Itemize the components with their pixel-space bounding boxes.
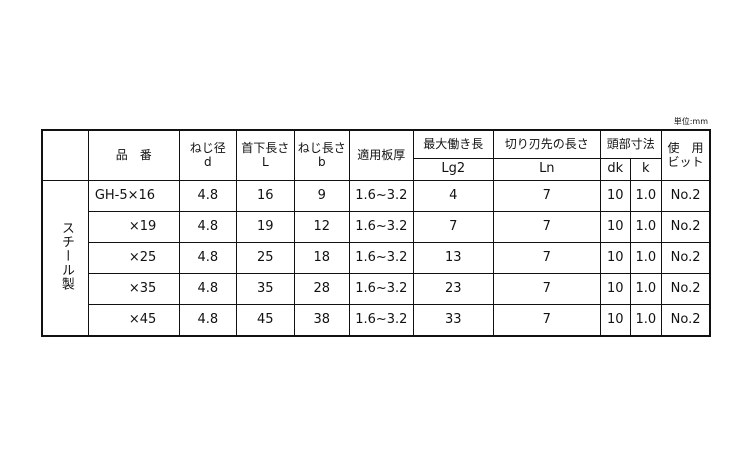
cell-plate: 1.6~3.2	[348, 304, 414, 337]
cell-d: 4.8	[178, 180, 237, 212]
cell-b: 28	[293, 273, 350, 305]
table-row: ×35 4.8 35 28 1.6~3.2 23 7 10 1.0 No.2	[42, 273, 711, 305]
header-length-sym: L	[261, 154, 269, 169]
cell-part: ×25	[87, 242, 180, 274]
cell-dk: 10	[599, 242, 631, 274]
header-thread-dia: ねじ径 d	[178, 129, 237, 181]
cell-lg2: 13	[412, 242, 494, 274]
cell-bit: No.2	[660, 211, 711, 243]
cell-ln: 7	[492, 180, 601, 212]
header-thread-len-label: ねじ長さ	[297, 140, 346, 155]
cell-bit: No.2	[660, 180, 711, 212]
cell-k: 1.0	[629, 211, 662, 243]
cell-lg2: 33	[412, 304, 494, 337]
cell-l: 19	[235, 211, 295, 243]
header-head-dk: dk	[599, 158, 631, 181]
cell-part: ×45	[87, 304, 180, 337]
cell-k: 1.0	[629, 304, 662, 337]
cell-dk: 10	[599, 180, 631, 212]
header-cutting-sym: Ln	[492, 158, 601, 181]
unit-label: 単位:mm	[673, 117, 708, 126]
header-part-no: 品 番	[87, 129, 180, 181]
cell-d: 4.8	[178, 242, 237, 274]
table-row: スチール製 GH-5×16 4.8 16 9 1.6~3.2 4 7 10 1.0 No.2	[41, 180, 711, 337]
cell-k: 1.0	[629, 273, 662, 305]
cell-bit: No.2	[660, 242, 711, 274]
cell-plate: 1.6~3.2	[348, 273, 414, 305]
header-bit-line2: ビット	[667, 154, 704, 169]
header-thread-len-sym: b	[318, 154, 326, 169]
header-head: 頭部寸法	[599, 129, 662, 159]
cell-part: ×19	[87, 211, 180, 243]
cell-b: 18	[293, 242, 350, 274]
cell-lg2: 23	[412, 273, 494, 305]
header-thread-dia-sym: d	[204, 154, 212, 169]
header-length-label: 首下長さ	[241, 140, 290, 155]
cell-ln: 7	[492, 273, 601, 305]
cell-part: ×35	[87, 273, 180, 305]
material-label: スチール製	[58, 220, 74, 291]
cell-bit: No.2	[660, 273, 711, 305]
cell-dk: 10	[599, 304, 631, 337]
header-row-2: Lg2 Ln dk k	[42, 158, 710, 181]
cell-l: 35	[235, 273, 295, 305]
cell-b: 12	[293, 211, 350, 243]
cell-k: 1.0	[629, 180, 662, 212]
cell-bit: No.2	[660, 304, 711, 337]
cell-b: 9	[293, 180, 350, 212]
cell-plate: 1.6~3.2	[348, 242, 414, 274]
cell-dk: 10	[599, 273, 631, 305]
cell-l: 25	[235, 242, 295, 274]
header-cutting: 切り刃先の長さ	[492, 129, 601, 159]
cell-k: 1.0	[629, 242, 662, 274]
cell-plate: 1.6~3.2	[348, 211, 414, 243]
table-row: ×19 4.8 19 12 1.6~3.2 7 7 10 1.0 No.2	[42, 211, 711, 243]
header-thread-dia-label: ねじ径	[189, 140, 226, 155]
header-bit-line1: 使 用	[667, 140, 704, 155]
cell-ln: 7	[492, 211, 601, 243]
cell-d: 4.8	[178, 304, 237, 337]
cell-l: 45	[235, 304, 295, 337]
header-material	[41, 129, 89, 181]
cell-lg2: 4	[412, 180, 494, 212]
header-max-work: 最大働き長	[412, 129, 494, 159]
cell-lg2: 7	[412, 211, 494, 243]
material-cell: スチール製	[41, 180, 89, 337]
cell-dk: 10	[599, 211, 631, 243]
cell-d: 4.8	[178, 273, 237, 305]
header-row: 品 番 ねじ径 d 首下長さ L ねじ長さ b 適用板厚 最大働き長 切り刃先の長さ …	[41, 129, 711, 181]
header-max-work-sym: Lg2	[412, 158, 494, 181]
cell-b: 38	[293, 304, 350, 337]
header-plate: 適用板厚	[348, 129, 414, 181]
header-bit: 使 用ビット	[660, 129, 711, 181]
cell-l: 16	[235, 180, 295, 212]
cell-ln: 7	[492, 304, 601, 337]
table-row: ×45 4.8 45 38 1.6~3.2 33 7 10 1.0 No.2	[42, 304, 711, 337]
cell-part: GH-5×16	[87, 180, 180, 212]
cell-plate: 1.6~3.2	[348, 180, 414, 212]
table-row: ×25 4.8 25 18 1.6~3.2 13 7 10 1.0 No.2	[42, 242, 711, 274]
header-head-k: k	[629, 158, 662, 181]
cell-d: 4.8	[178, 211, 237, 243]
header-length: 首下長さ L	[235, 129, 295, 181]
cell-ln: 7	[492, 242, 601, 274]
header-thread-len: ねじ長さ b	[293, 129, 350, 181]
spec-table: 品 番 ねじ径 d 首下長さ L ねじ長さ b 適用板厚 最大働き長 切り刃先の長さ …	[41, 129, 712, 337]
